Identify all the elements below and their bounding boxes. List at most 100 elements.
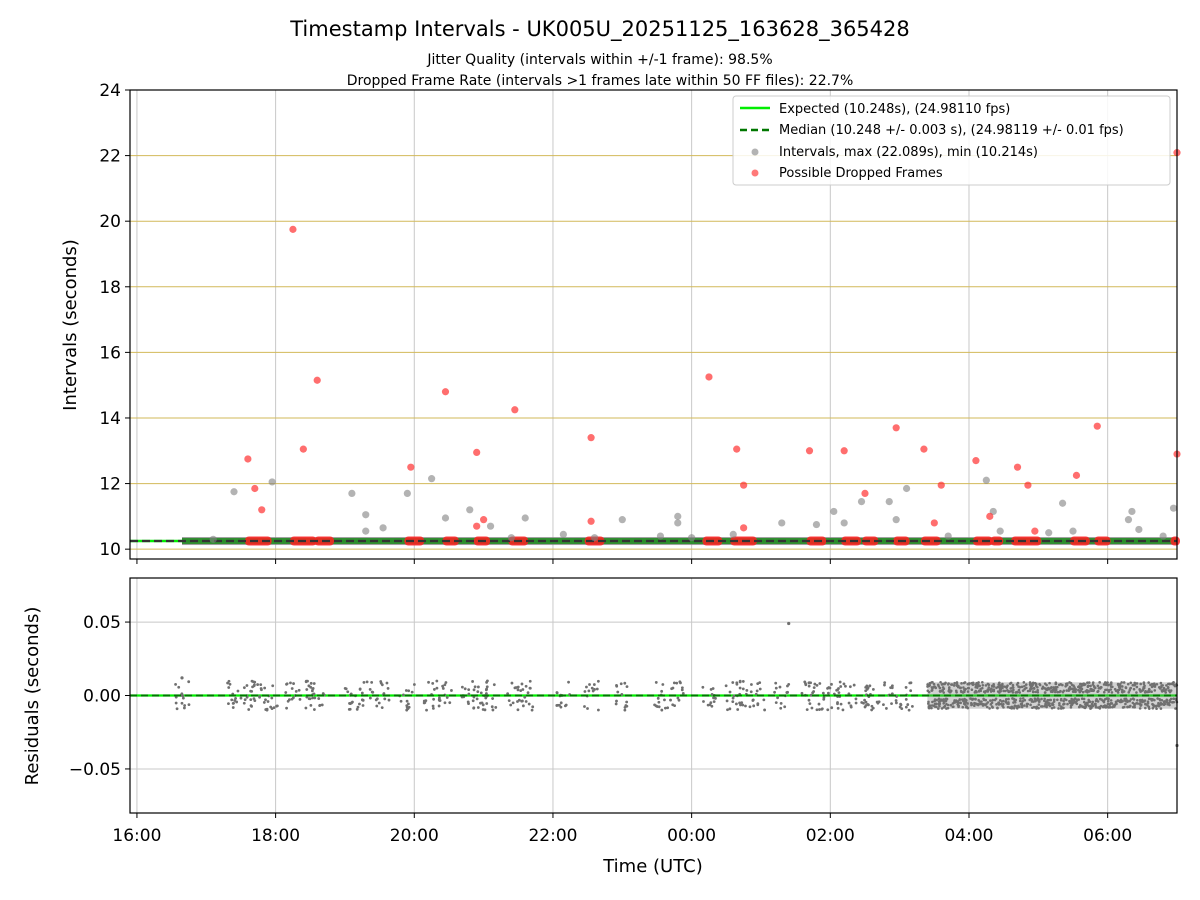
residual-point [821,691,825,695]
dropped-point [258,506,266,514]
residual-point [1168,703,1171,707]
residual-point [312,682,316,685]
residual-point [1013,704,1017,707]
residual-point [973,704,976,707]
residual-point [377,701,381,705]
residual-point [1062,706,1065,710]
residual-outlier [180,676,184,680]
residual-point [883,681,887,685]
residual-point [356,705,360,709]
top-y-tick-label: 10 [99,540,121,560]
residual-point [994,697,998,701]
residual-point [1020,702,1024,705]
dropped-point [1093,422,1101,430]
residual-point [247,708,251,711]
dropped-point [1024,481,1032,489]
residual-point [1104,683,1108,687]
residual-point [1021,699,1025,703]
residual-point [180,701,184,705]
legend-dropped-marker [751,169,759,177]
residual-point [360,691,364,695]
residual-point [1040,697,1043,701]
residual-outlier [787,621,791,626]
interval-point [1045,529,1053,537]
top-y-tick-label: 16 [99,343,121,363]
residual-point [1074,690,1077,694]
residual-point [748,705,752,709]
residual-point [741,687,745,691]
residual-point [942,706,946,709]
residual-point [656,696,660,700]
residual-point [175,707,179,711]
residual-point [982,698,986,702]
residual-point [1051,702,1054,706]
residual-point [1049,698,1053,702]
residual-point [423,701,427,705]
residual-point [732,694,736,698]
residual-point [809,693,813,697]
residual-point [585,685,588,689]
residual-point [1086,690,1089,694]
residual-point [1059,707,1063,710]
residual-point [1174,697,1177,701]
residual-point [344,687,348,691]
residual-point [1117,685,1121,689]
dropped-baseline-segment [861,536,879,546]
dropped-point [1072,471,1081,479]
residual-point [822,696,826,700]
residual-point [260,688,263,692]
residual-point [481,708,485,711]
dropped-point [972,457,980,465]
dropped-point [299,445,307,453]
residual-point [1157,704,1161,708]
residual-point [1002,699,1005,703]
residual-point [530,708,534,712]
residual-point [773,690,776,694]
residual-point [490,705,494,709]
residual-point [836,702,839,706]
residual-point [964,687,967,691]
residual-point [836,706,840,710]
residual-point [977,681,980,684]
residual-point [1012,697,1016,701]
residual-point [305,688,309,691]
residual-point [1046,698,1049,702]
residual-point [1168,699,1172,702]
bottom-y-tick-label: 0.00 [83,687,121,707]
residual-point [1124,699,1128,703]
residual-point [654,704,658,708]
interval-point [830,507,838,516]
residual-point [1139,682,1143,686]
residual-point [998,687,1002,691]
residual-point [1032,687,1036,690]
residual-point [1158,698,1162,702]
dropped-point [480,516,488,524]
residual-point [991,698,995,702]
residual-point [871,687,875,691]
residual-point [427,680,430,684]
residual-point [183,704,187,707]
residual-point [1018,699,1022,703]
residual-point [1066,702,1069,706]
residual-point [317,697,321,700]
residual-point [1068,681,1071,684]
residual-point [471,699,475,703]
residual-point [1058,690,1061,694]
residual-point [492,683,496,687]
residual-point [954,689,958,693]
residual-point [867,703,870,707]
residual-point [762,698,766,702]
residual-point [583,690,587,693]
interval-point [674,519,682,527]
residual-point [486,679,489,683]
residual-point [877,700,881,704]
residual-point [311,696,315,700]
top-y-tick-label: 22 [99,147,121,167]
residual-point [1029,703,1032,707]
residual-point [370,680,374,684]
top-y-tick-label: 14 [99,409,121,429]
residual-point [927,706,931,709]
residual-point [460,685,464,689]
legend-dropped-label: Possible Dropped Frames [779,166,943,181]
residual-point [885,707,888,710]
